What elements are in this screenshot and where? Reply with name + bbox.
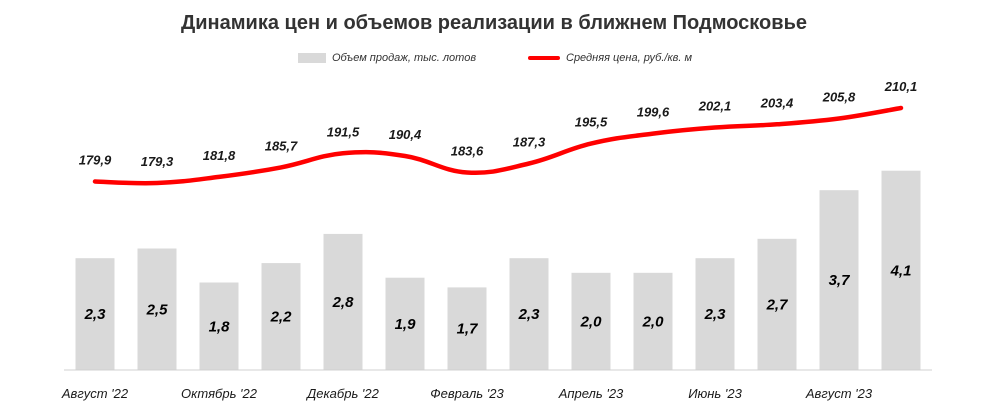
price-data-label: 195,5 — [575, 115, 608, 130]
price-data-label: 202,1 — [698, 99, 732, 114]
volume-bar — [819, 190, 859, 370]
price-labels-layer: 179,9 179,3 181,8 185,7 191,5 190,4 183,6 187,3… — [79, 79, 918, 169]
price-data-label: 181,8 — [203, 148, 236, 163]
volume-bar — [137, 248, 177, 370]
price-data-label: 185,7 — [265, 138, 298, 153]
volume-bar-label: 2,5 — [146, 301, 169, 318]
x-tick-label: Октябрь '22 — [181, 386, 258, 401]
price-data-label: 199,6 — [637, 105, 670, 120]
x-tick-label: Февраль '23 — [430, 386, 504, 401]
price-data-label: 191,5 — [327, 124, 360, 139]
volume-bar — [757, 238, 797, 370]
legend-label-volume: Объем продаж, тыс. лотов — [332, 52, 477, 64]
volume-bar-label: 2,3 — [84, 306, 107, 323]
bars-layer — [75, 170, 921, 370]
volume-bar — [509, 258, 549, 370]
volume-bar — [261, 263, 301, 370]
volume-bar-label: 4,1 — [890, 262, 912, 279]
price-data-label: 179,3 — [141, 154, 174, 169]
price-data-label: 210,1 — [884, 79, 918, 94]
bar-labels-layer: 2,3 2,5 1,8 2,2 2,8 1,9 1,7 2,3 2,0 2,0 2,3 2,7 3,7 4… — [84, 262, 912, 337]
chart-title: Динамика цен и объемов реализации в ближ… — [181, 12, 807, 34]
legend-swatch-price — [528, 56, 560, 60]
volume-bar-label: 2,0 — [580, 313, 603, 330]
volume-bar — [323, 233, 363, 370]
volume-bar-label: 2,3 — [704, 306, 727, 323]
legend-item-price: Средняя цена, руб./кв. м — [528, 49, 692, 67]
volume-bar — [385, 277, 425, 370]
price-data-label: 190,4 — [389, 127, 422, 142]
price-line — [92, 105, 904, 186]
x-tick-label: Август '22 — [61, 386, 129, 401]
legend-item-volume: Объем продаж, тыс. лотов — [298, 49, 476, 67]
volume-bar-label: 1,9 — [395, 316, 417, 333]
volume-bar-label: 3,7 — [829, 272, 851, 289]
volume-bar — [447, 287, 487, 370]
volume-bar-label: 1,8 — [209, 318, 231, 335]
legend: Объем продаж, тыс. лотов Средняя цена, р… — [0, 49, 988, 67]
volume-bar-label: 2,3 — [518, 306, 541, 323]
volume-bar — [571, 272, 611, 370]
x-tick-label: Июнь '23 — [688, 386, 742, 401]
price-data-label: 205,8 — [822, 90, 856, 105]
volume-bar-label: 1,7 — [457, 321, 479, 338]
volume-bar-label: 2,7 — [766, 296, 789, 313]
volume-bar-label: 2,8 — [332, 294, 355, 311]
volume-bar — [881, 170, 921, 370]
price-data-label: 203,4 — [760, 95, 794, 110]
price-data-label: 187,3 — [513, 135, 546, 150]
x-tick-label: Декабрь '22 — [305, 386, 379, 401]
volume-bar — [199, 282, 239, 370]
x-tick-label: Август '23 — [805, 386, 873, 401]
legend-swatch-volume — [298, 53, 326, 63]
x-tick-label: Апрель '23 — [558, 386, 624, 401]
volume-bar — [695, 258, 735, 370]
legend-label-price: Средняя цена, руб./кв. м — [566, 52, 693, 64]
price-data-label: 179,9 — [79, 153, 112, 168]
x-tick-labels: Август '22 Октябрь '22 Декабрь '22 Февраль … — [61, 386, 873, 401]
volume-bar — [75, 258, 115, 370]
price-data-label: 183,6 — [451, 144, 484, 159]
volume-bar-label: 2,2 — [270, 309, 293, 326]
volume-bar-label: 2,0 — [642, 313, 665, 330]
volume-bar — [633, 272, 673, 370]
line-layer — [92, 105, 904, 186]
